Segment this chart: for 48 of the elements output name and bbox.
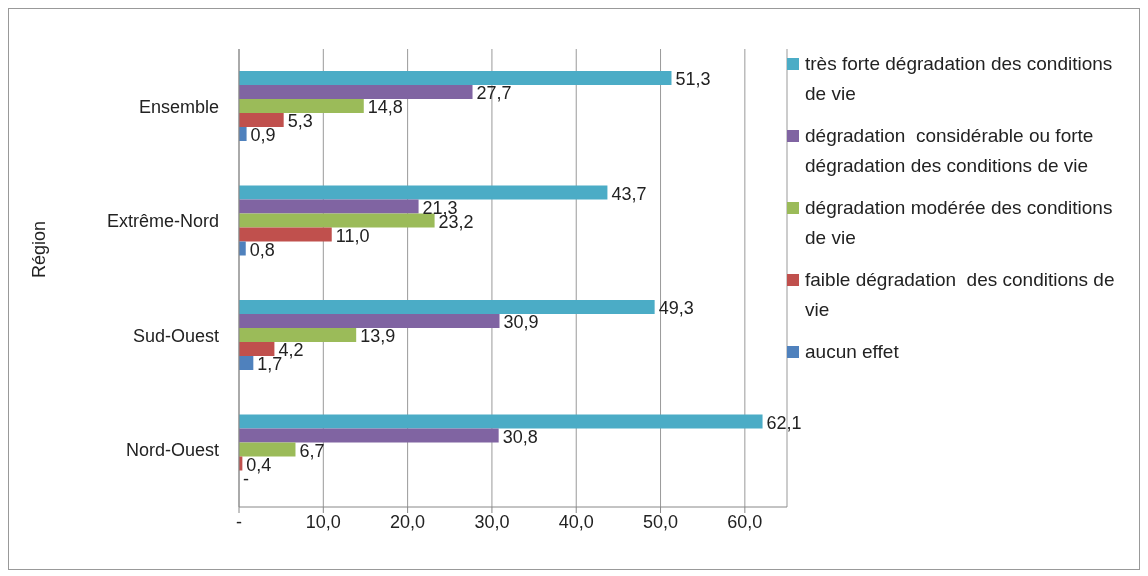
- data-label: 11,0: [335, 225, 370, 246]
- x-tick-label: 20,0: [390, 511, 426, 532]
- bar: [239, 328, 357, 342]
- legend-label: très forte dégradation des conditions de vie: [805, 52, 1114, 106]
- data-label: 27,7: [476, 83, 512, 103]
- bar: [239, 442, 296, 457]
- bar: [239, 85, 473, 99]
- data-label: 30,8: [502, 426, 538, 447]
- legend-label: faible dégradation des conditions de vie: [805, 268, 1116, 322]
- legend-label: aucun effet: [805, 340, 899, 364]
- data-label: 1,7: [257, 354, 283, 374]
- x-tick-label: 50,0: [643, 511, 679, 532]
- data-label: 14,8: [367, 97, 403, 117]
- data-label: 62,1: [766, 412, 802, 433]
- bar: [239, 199, 419, 214]
- y-axis-title: Région: [29, 220, 50, 278]
- data-label: 49,3: [658, 298, 694, 318]
- bar: [239, 71, 672, 85]
- x-tick-label: 60,0: [727, 511, 763, 532]
- y-tick-label: Sud-Ouest: [132, 325, 219, 346]
- bar: [239, 342, 275, 356]
- data-label: 13,9: [360, 326, 396, 346]
- legend-label: dégradation modérée des conditions de vie: [805, 196, 1114, 250]
- bar: [239, 185, 608, 200]
- bar: [239, 113, 284, 127]
- data-label: 0,9: [250, 125, 276, 145]
- bar: [239, 414, 763, 429]
- y-tick-label: Extrême-Nord: [106, 211, 219, 232]
- data-label: 30,9: [503, 312, 539, 332]
- data-label: 0,8: [249, 239, 275, 260]
- x-tick-label: -: [236, 511, 242, 532]
- x-tick-label: 30,0: [474, 511, 510, 532]
- data-label: 5,3: [287, 111, 313, 131]
- bar: [239, 300, 655, 314]
- bar: [239, 99, 364, 113]
- x-tick-label: 40,0: [558, 511, 594, 532]
- legend-label: dégradation considérable ou forte dégradation des conditions de vie: [805, 124, 1095, 178]
- y-tick-label: Ensemble: [138, 96, 219, 117]
- data-label: 6,7: [299, 440, 325, 461]
- data-label: 51,3: [675, 69, 711, 89]
- bar: [239, 127, 247, 141]
- x-tick-label: 10,0: [305, 511, 341, 532]
- bar: [239, 356, 254, 370]
- bar: [239, 314, 500, 328]
- bar: [239, 227, 332, 242]
- data-label: 43,7: [611, 183, 647, 204]
- y-tick-label: Nord-Ouest: [125, 440, 219, 461]
- bar: [239, 428, 499, 443]
